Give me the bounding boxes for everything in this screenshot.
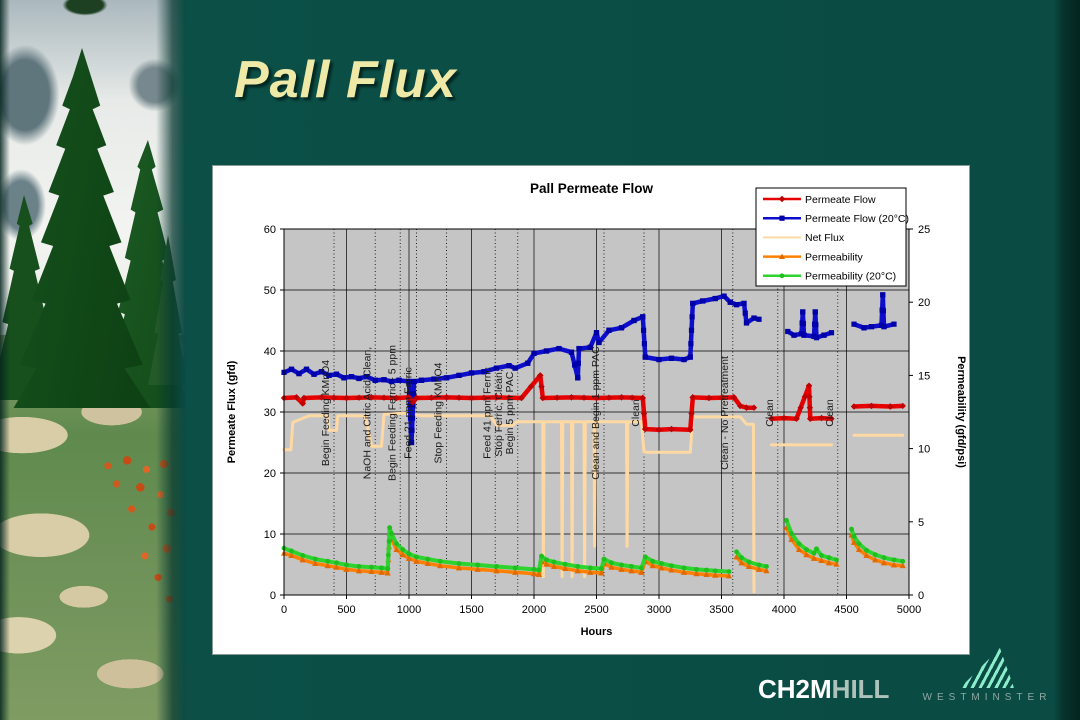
svg-text:Clean: Clean (630, 399, 642, 427)
svg-text:Permeate Flow (20°C): Permeate Flow (20°C) (805, 213, 909, 225)
svg-text:Permeability: Permeability (805, 251, 864, 263)
ch2mhill-logo: CH2MHILL (758, 674, 889, 705)
svg-text:Hours: Hours (581, 626, 613, 638)
svg-text:Feed 41 ppm Ferric: Feed 41 ppm Ferric (481, 367, 493, 459)
svg-text:Begin 5 ppm PAC: Begin 5 ppm PAC (504, 371, 516, 454)
svg-text:Permeate Flow: Permeate Flow (805, 194, 876, 206)
chart-container: Begin Feeding KMnO4 NaOH and Citric Acid … (212, 165, 970, 655)
svg-text:Permeability (gfd/psi): Permeability (gfd/psi) (955, 356, 967, 468)
hill-logo-text: HILL (831, 674, 890, 704)
svg-text:Pall Permeate Flow: Pall Permeate Flow (530, 181, 654, 196)
svg-text:Feed 21 ppm Ferric: Feed 21 ppm Ferric (403, 367, 415, 459)
westminster-triangle-icon (960, 648, 1014, 688)
svg-text:3000: 3000 (647, 604, 671, 616)
svg-text:Clean - No Pretreatment: Clean - No Pretreatment (719, 356, 731, 470)
svg-text:10: 10 (264, 529, 276, 541)
pall-permeate-flow-chart: Begin Feeding KMnO4 NaOH and Citric Acid … (226, 181, 967, 638)
svg-text:500: 500 (337, 604, 355, 616)
treetop-shape (52, 0, 118, 20)
svg-text:0: 0 (918, 590, 924, 602)
svg-text:20: 20 (264, 468, 276, 480)
svg-text:1500: 1500 (459, 604, 483, 616)
svg-text:Begin Feeding KMnO4: Begin Feeding KMnO4 (320, 360, 332, 466)
svg-text:Clean: Clean (824, 399, 836, 427)
svg-text:Permeate Flux (gfd): Permeate Flux (gfd) (226, 360, 238, 463)
svg-text:Stop Ferric, Clean,: Stop Ferric, Clean, (493, 369, 505, 457)
svg-text:4500: 4500 (834, 604, 858, 616)
svg-text:Stop Feeding KMnO4: Stop Feeding KMnO4 (433, 362, 445, 463)
svg-text:10: 10 (918, 444, 930, 456)
svg-text:40: 40 (264, 346, 276, 358)
svg-text:20: 20 (918, 297, 930, 309)
ch2m-logo-text: CH2M (758, 674, 832, 704)
photo-dark-edge (0, 0, 10, 720)
svg-text:0: 0 (270, 590, 276, 602)
svg-text:Clean: Clean (764, 399, 776, 427)
svg-text:50: 50 (264, 285, 276, 297)
svg-text:NaOH and Citric Acid Clean,: NaOH and Citric Acid Clean, (361, 347, 373, 479)
svg-text:5000: 5000 (897, 604, 921, 616)
svg-text:5: 5 (918, 517, 924, 529)
svg-text:25: 25 (918, 224, 930, 236)
nature-photo (0, 0, 186, 720)
svg-text:Clean and Begin 1 ppm PAC: Clean and Begin 1 ppm PAC (590, 346, 602, 480)
svg-text:2000: 2000 (522, 604, 546, 616)
svg-text:Net Flux: Net Flux (805, 232, 845, 244)
svg-text:Permeability (20°C): Permeability (20°C) (805, 271, 896, 283)
svg-text:Begin Feeding Ferric - 5 ppm: Begin Feeding Ferric - 5 ppm (386, 345, 398, 481)
slide-title: Pall Flux (234, 51, 457, 109)
photo-fade-edge (156, 0, 186, 720)
westminster-logo: WESTMINSTER (912, 648, 1062, 703)
svg-text:1000: 1000 (397, 604, 421, 616)
svg-text:2500: 2500 (584, 604, 608, 616)
svg-text:15: 15 (918, 370, 930, 382)
svg-text:3500: 3500 (709, 604, 733, 616)
svg-text:0: 0 (281, 604, 287, 616)
svg-text:60: 60 (264, 224, 276, 236)
westminster-logo-text: WESTMINSTER (922, 692, 1052, 703)
svg-text:30: 30 (264, 407, 276, 419)
svg-text:4000: 4000 (772, 604, 796, 616)
